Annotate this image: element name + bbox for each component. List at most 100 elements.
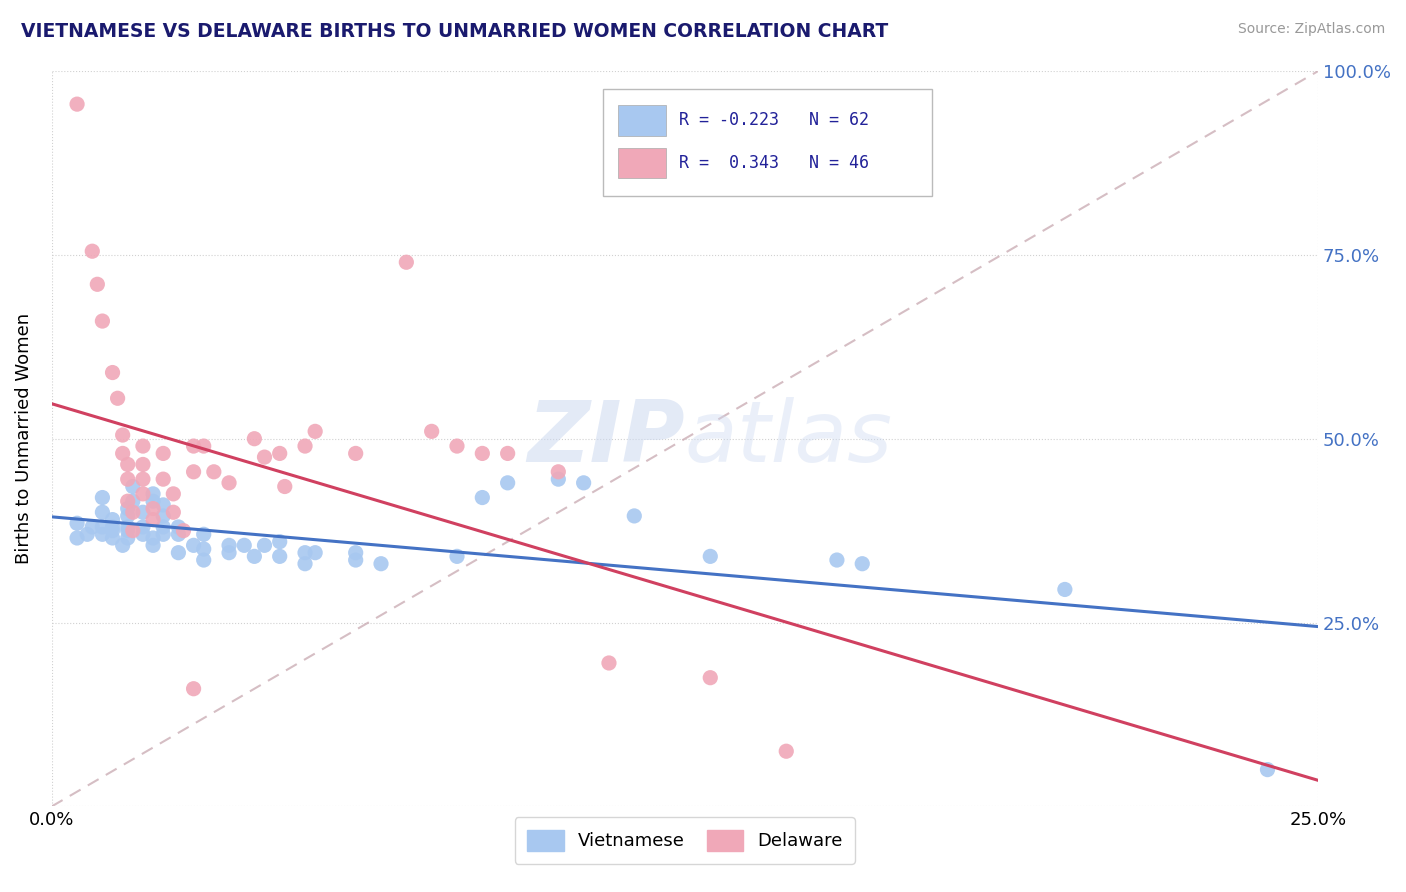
Point — [623, 508, 645, 523]
Point — [117, 494, 139, 508]
Point — [699, 671, 721, 685]
Point — [152, 472, 174, 486]
Point — [294, 557, 316, 571]
Point — [117, 531, 139, 545]
Point — [699, 549, 721, 564]
Point — [446, 549, 468, 564]
Point — [183, 681, 205, 696]
Point — [132, 458, 155, 472]
Point — [66, 531, 89, 545]
Point — [471, 491, 494, 505]
Point — [82, 520, 104, 534]
Point — [547, 465, 569, 479]
Point — [152, 446, 174, 460]
Text: VIETNAMESE VS DELAWARE BIRTHS TO UNMARRIED WOMEN CORRELATION CHART: VIETNAMESE VS DELAWARE BIRTHS TO UNMARRI… — [21, 22, 889, 41]
Text: ZIP: ZIP — [527, 397, 685, 480]
Point — [142, 494, 165, 508]
Point — [218, 546, 240, 560]
Point — [167, 520, 190, 534]
Point — [101, 513, 124, 527]
Point — [91, 314, 114, 328]
Point — [193, 527, 215, 541]
Point — [142, 487, 165, 501]
Point — [142, 501, 165, 516]
Point — [253, 450, 276, 464]
Point — [121, 494, 143, 508]
Point — [572, 475, 595, 490]
Point — [132, 439, 155, 453]
Point — [193, 439, 215, 453]
Point — [82, 244, 104, 259]
Point — [183, 538, 205, 552]
Point — [121, 479, 143, 493]
Text: atlas: atlas — [685, 397, 893, 480]
Point — [243, 549, 266, 564]
Point — [851, 557, 873, 571]
Point — [269, 446, 291, 460]
Text: Source: ZipAtlas.com: Source: ZipAtlas.com — [1237, 22, 1385, 37]
Point — [91, 505, 114, 519]
Point — [304, 425, 326, 439]
Point — [344, 446, 367, 460]
Point — [1256, 763, 1278, 777]
Point — [101, 520, 124, 534]
Point — [132, 472, 155, 486]
Point — [152, 527, 174, 541]
Point — [86, 277, 108, 292]
Point — [269, 549, 291, 564]
Point — [1053, 582, 1076, 597]
Point — [370, 557, 392, 571]
Point — [101, 366, 124, 380]
Point — [132, 527, 155, 541]
Text: R =  0.343   N = 46: R = 0.343 N = 46 — [679, 154, 869, 172]
Point — [101, 524, 124, 538]
Point — [132, 505, 155, 519]
Point — [446, 439, 468, 453]
Point — [162, 505, 184, 519]
Point — [142, 513, 165, 527]
Point — [471, 446, 494, 460]
Point — [172, 524, 194, 538]
Point — [304, 546, 326, 560]
Point — [76, 527, 98, 541]
Text: R = -0.223   N = 62: R = -0.223 N = 62 — [679, 112, 869, 129]
Point — [269, 534, 291, 549]
Point — [66, 97, 89, 112]
Point — [344, 553, 367, 567]
Point — [243, 432, 266, 446]
Point — [111, 428, 134, 442]
Point — [91, 527, 114, 541]
Point — [598, 656, 620, 670]
Point — [142, 531, 165, 545]
Point — [91, 520, 114, 534]
Point — [117, 501, 139, 516]
Point — [107, 391, 129, 405]
Point — [233, 538, 256, 552]
Point — [344, 546, 367, 560]
Point — [117, 508, 139, 523]
Point — [111, 446, 134, 460]
Point — [152, 498, 174, 512]
Point — [193, 553, 215, 567]
Point — [274, 479, 297, 493]
FancyBboxPatch shape — [617, 105, 666, 136]
Point — [420, 425, 443, 439]
Point — [117, 458, 139, 472]
Point — [117, 520, 139, 534]
Point — [111, 538, 134, 552]
Point — [117, 472, 139, 486]
Point — [132, 487, 155, 501]
Point — [101, 531, 124, 545]
Point — [294, 546, 316, 560]
Point — [152, 520, 174, 534]
Point — [121, 505, 143, 519]
Point — [395, 255, 418, 269]
Point — [193, 541, 215, 556]
Point — [183, 439, 205, 453]
Point — [775, 744, 797, 758]
Point — [253, 538, 276, 552]
Y-axis label: Births to Unmarried Women: Births to Unmarried Women — [15, 313, 32, 565]
Point — [496, 446, 519, 460]
Point — [825, 553, 848, 567]
Point — [496, 475, 519, 490]
